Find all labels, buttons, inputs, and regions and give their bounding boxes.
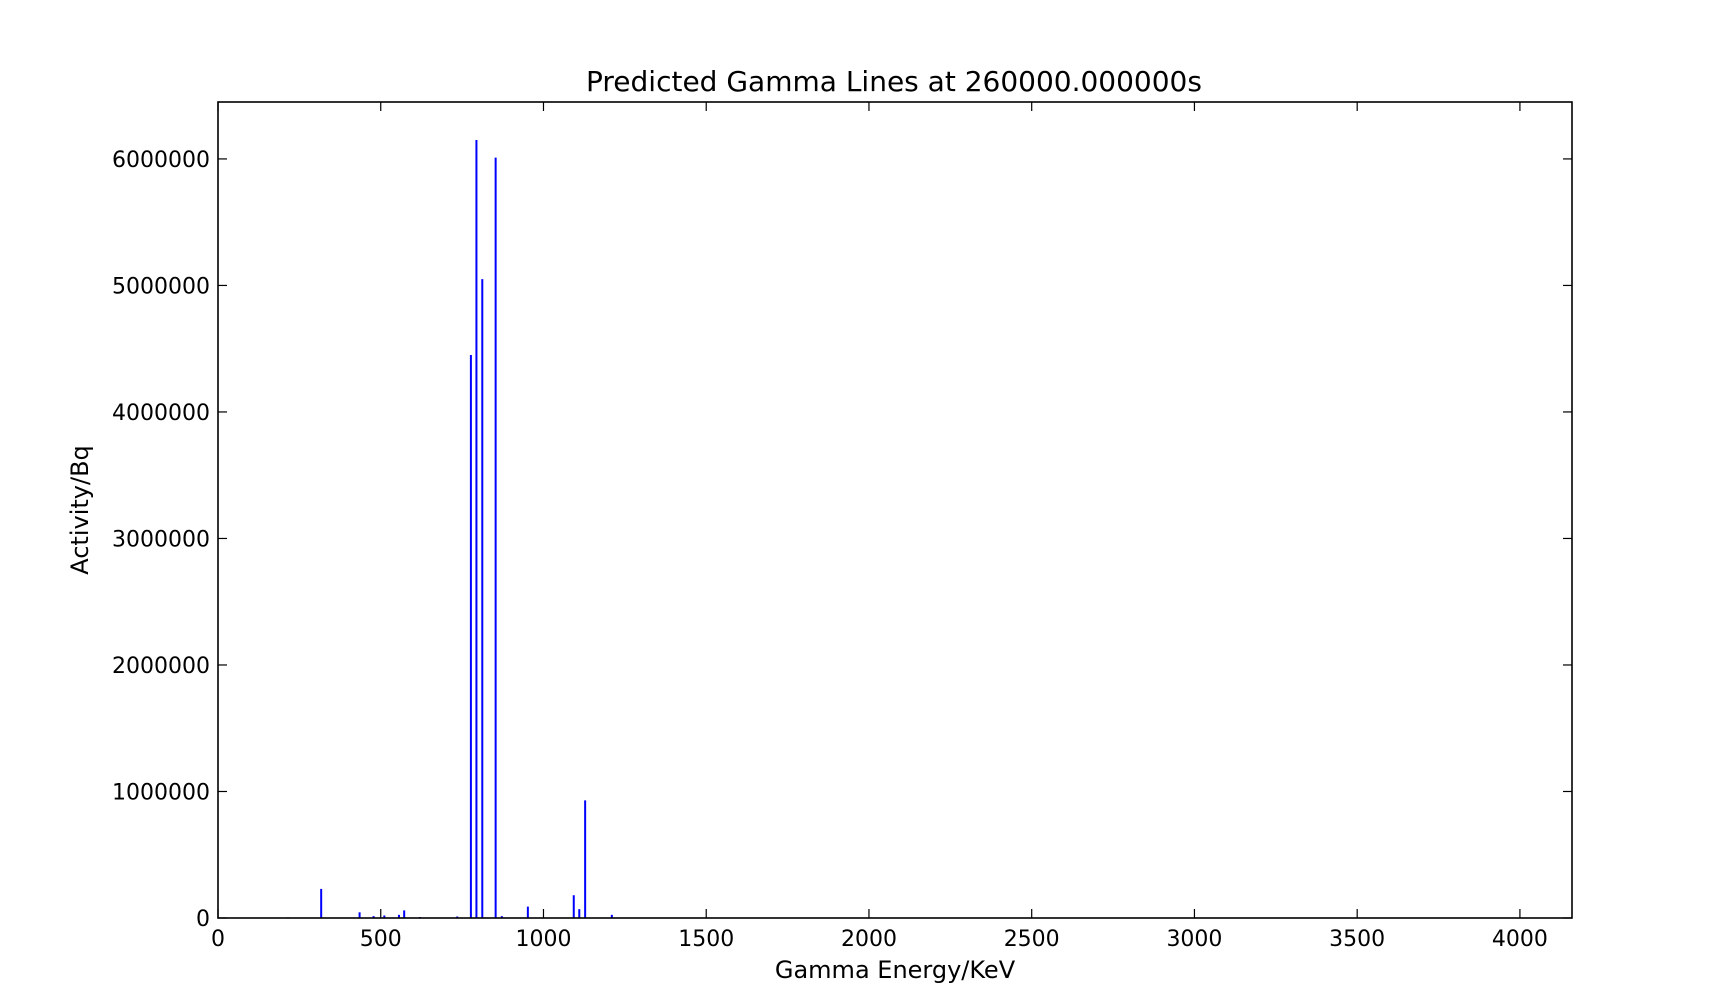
chart-title: Predicted Gamma Lines at 260000.000000s [586, 65, 1202, 98]
x-tick-label: 4000 [1492, 927, 1548, 952]
x-axis-ticks: 0 500 1000 1500 2000 2500 3000 3500 4000 [211, 102, 1548, 952]
x-axis-label: Gamma Energy/KeV [775, 956, 1016, 984]
x-tick-label: 2000 [841, 927, 897, 952]
y-tick-label: 6000000 [112, 148, 210, 173]
x-tick-label: 500 [360, 927, 402, 952]
x-tick-label: 2500 [1004, 927, 1060, 952]
y-tick-label: 1000000 [112, 780, 210, 805]
x-tick-label: 3500 [1329, 927, 1385, 952]
x-tick-label: 0 [211, 927, 225, 952]
y-axis-label: Activity/Bq [66, 445, 94, 575]
y-tick-label: 2000000 [112, 654, 210, 679]
plot-frame [217, 101, 1573, 919]
y-tick-label: 0 [196, 907, 210, 932]
y-tick-label: 4000000 [112, 401, 210, 426]
y-axis-ticks: 0 1000000 2000000 3000000 4000000 5000000 6000… [112, 148, 1572, 932]
x-tick-label: 1000 [515, 927, 571, 952]
y-tick-label: 5000000 [112, 274, 210, 299]
x-tick-label: 1500 [678, 927, 734, 952]
bars-group [286, 139, 613, 918]
x-tick-label: 3000 [1166, 927, 1222, 952]
y-tick-label: 3000000 [112, 527, 210, 552]
